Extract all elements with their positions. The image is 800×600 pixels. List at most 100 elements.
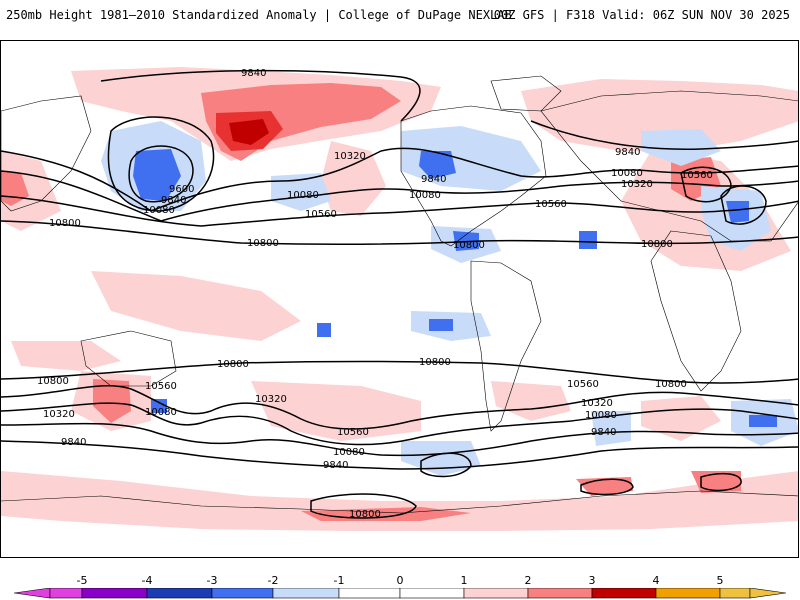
colorbar-tick-label: 5 [716, 574, 724, 587]
colorbar-segment-p0 [399, 588, 465, 599]
contour-10560-south [1, 385, 798, 430]
contour-siberia-low [720, 185, 767, 225]
coastlines [1, 75, 798, 514]
colorbar-arrow-right [749, 588, 787, 599]
anomaly-south-indian-ridge [93, 379, 131, 423]
anomaly-east-pacific-low [271, 173, 331, 211]
coast-australia [80, 330, 177, 387]
colorbar-tick-label: -4 [141, 574, 153, 587]
colorbar-segment-p3 [591, 588, 657, 599]
contour-label: 10320 [621, 179, 653, 190]
colorbar-segment-m4 [146, 588, 213, 599]
contour-9840-south [1, 440, 798, 470]
contour-label: 9840 [241, 68, 266, 79]
anomaly-south-pacific [11, 341, 121, 371]
colorbar-tick-label: -3 [206, 574, 218, 587]
contour-label: 9840 [591, 427, 616, 438]
contour-9840-antarctic-1 [310, 493, 417, 519]
colorbar-segment-p2 [527, 588, 593, 599]
anomaly-indian-spot [151, 399, 167, 413]
coast-south-america [470, 260, 542, 432]
contour-10320-south [1, 402, 798, 446]
map-panel[interactable]: 9840 9600 9840 10080 10800 10800 10080 1… [0, 40, 799, 558]
contour-10560-north [1, 195, 798, 227]
contour-label: 10560 [535, 199, 567, 210]
contour-label: 10320 [43, 409, 75, 420]
colorbar-segment-m3 [211, 588, 274, 599]
anomaly-east-pacific [321, 141, 386, 216]
anomaly-tropical-atlantic-spot [429, 319, 453, 331]
height-contours [1, 69, 798, 519]
anomaly-tropical-pacific [91, 271, 301, 341]
contour-label: 10800 [641, 239, 673, 250]
contour-label: 10800 [419, 357, 451, 368]
contour-label: 9600 [169, 184, 194, 195]
contour-label: 10800 [37, 376, 69, 387]
coast-africa [650, 230, 742, 392]
anomaly-south-pacific-2 [251, 381, 421, 441]
anomaly-siberia-core [726, 201, 749, 223]
colorbar-arrow-left [13, 588, 51, 599]
coast-asia-east [1, 95, 92, 212]
colorbar-tick-label: -1 [333, 574, 345, 587]
coast-greenland [490, 75, 562, 112]
colorbar-segment-m45 [81, 588, 148, 599]
contour-label: 10560 [337, 427, 369, 438]
coast-antarctica [1, 490, 798, 514]
anomaly-europe [521, 79, 798, 151]
map-title: 250mb Height 1981–2010 Standardized Anom… [6, 8, 512, 22]
colorbar-bar [13, 588, 787, 599]
contour-10560-ural [680, 166, 732, 203]
contour-label: 10320 [255, 394, 287, 405]
anomaly-south-pacific-low [401, 441, 481, 476]
contour-label: 9840 [421, 174, 446, 185]
contour-label: 10080 [585, 410, 617, 421]
contour-label: 10080 [287, 190, 319, 201]
anomaly-hudson-core [419, 151, 456, 179]
contour-label: 10080 [611, 168, 643, 179]
contour-label: 10800 [49, 218, 81, 229]
anomaly-tropical-pacific-spot [317, 323, 331, 337]
anomaly-hudson [641, 129, 721, 166]
contour-10080-north [1, 147, 798, 212]
contour-label: 10560 [145, 381, 177, 392]
contour-label: 10800 [349, 509, 381, 520]
colorbar-segment-p1 [463, 588, 529, 599]
contour-label: 10800 [247, 238, 279, 249]
colorbar-segment-p4 [655, 588, 721, 599]
anomaly-alaska-peak [229, 119, 269, 145]
contour-label: 9840 [161, 195, 186, 206]
anomaly-south-indian-spot [749, 415, 777, 427]
contour-9600-bering [128, 145, 194, 203]
colorbar-tick-label: -2 [267, 574, 279, 587]
contour-label: 10560 [567, 379, 599, 390]
contour-label: 10800 [655, 379, 687, 390]
colorbar: -5 -4 -3 -2 -1 0 1 2 3 4 5 [0, 570, 800, 600]
contour-9840-pacific [107, 116, 215, 212]
contour-9840-antarctic-2 [580, 478, 634, 496]
colorbar-tick-label: 2 [524, 574, 532, 587]
colorbar-segment-m1 [338, 588, 401, 599]
contour-label: 10080 [143, 205, 175, 216]
contour-9840-antarctic-3 [700, 472, 742, 492]
contour-10800-north [1, 220, 798, 246]
contour-label: 10080 [409, 190, 441, 201]
contour-10080-south [1, 422, 798, 457]
contour-label: 9840 [323, 460, 348, 471]
colorbar-segment-m2 [272, 588, 340, 599]
contour-label: 10560 [681, 170, 713, 181]
contour-9840-arctic [100, 69, 421, 122]
positive-anomaly-4sigma [229, 119, 269, 145]
anomaly-south-indian-2 [641, 396, 721, 441]
colorbar-tick-label: -5 [76, 574, 88, 587]
colorbar-tick-label: 1 [460, 574, 468, 587]
anomaly-bering-core [133, 149, 181, 201]
contour-label: 10320 [334, 151, 366, 162]
contour-10800-south [1, 360, 798, 384]
anomaly-map[interactable]: 9840 9600 9840 10080 10800 10800 10080 1… [1, 41, 799, 558]
coast-eurasia [540, 90, 798, 242]
anomaly-atlantic-spot [579, 231, 597, 249]
contour-label: 10800 [453, 240, 485, 251]
colorbar-segment-p5 [719, 588, 751, 599]
anomaly-south-pacific-3 [591, 411, 631, 446]
